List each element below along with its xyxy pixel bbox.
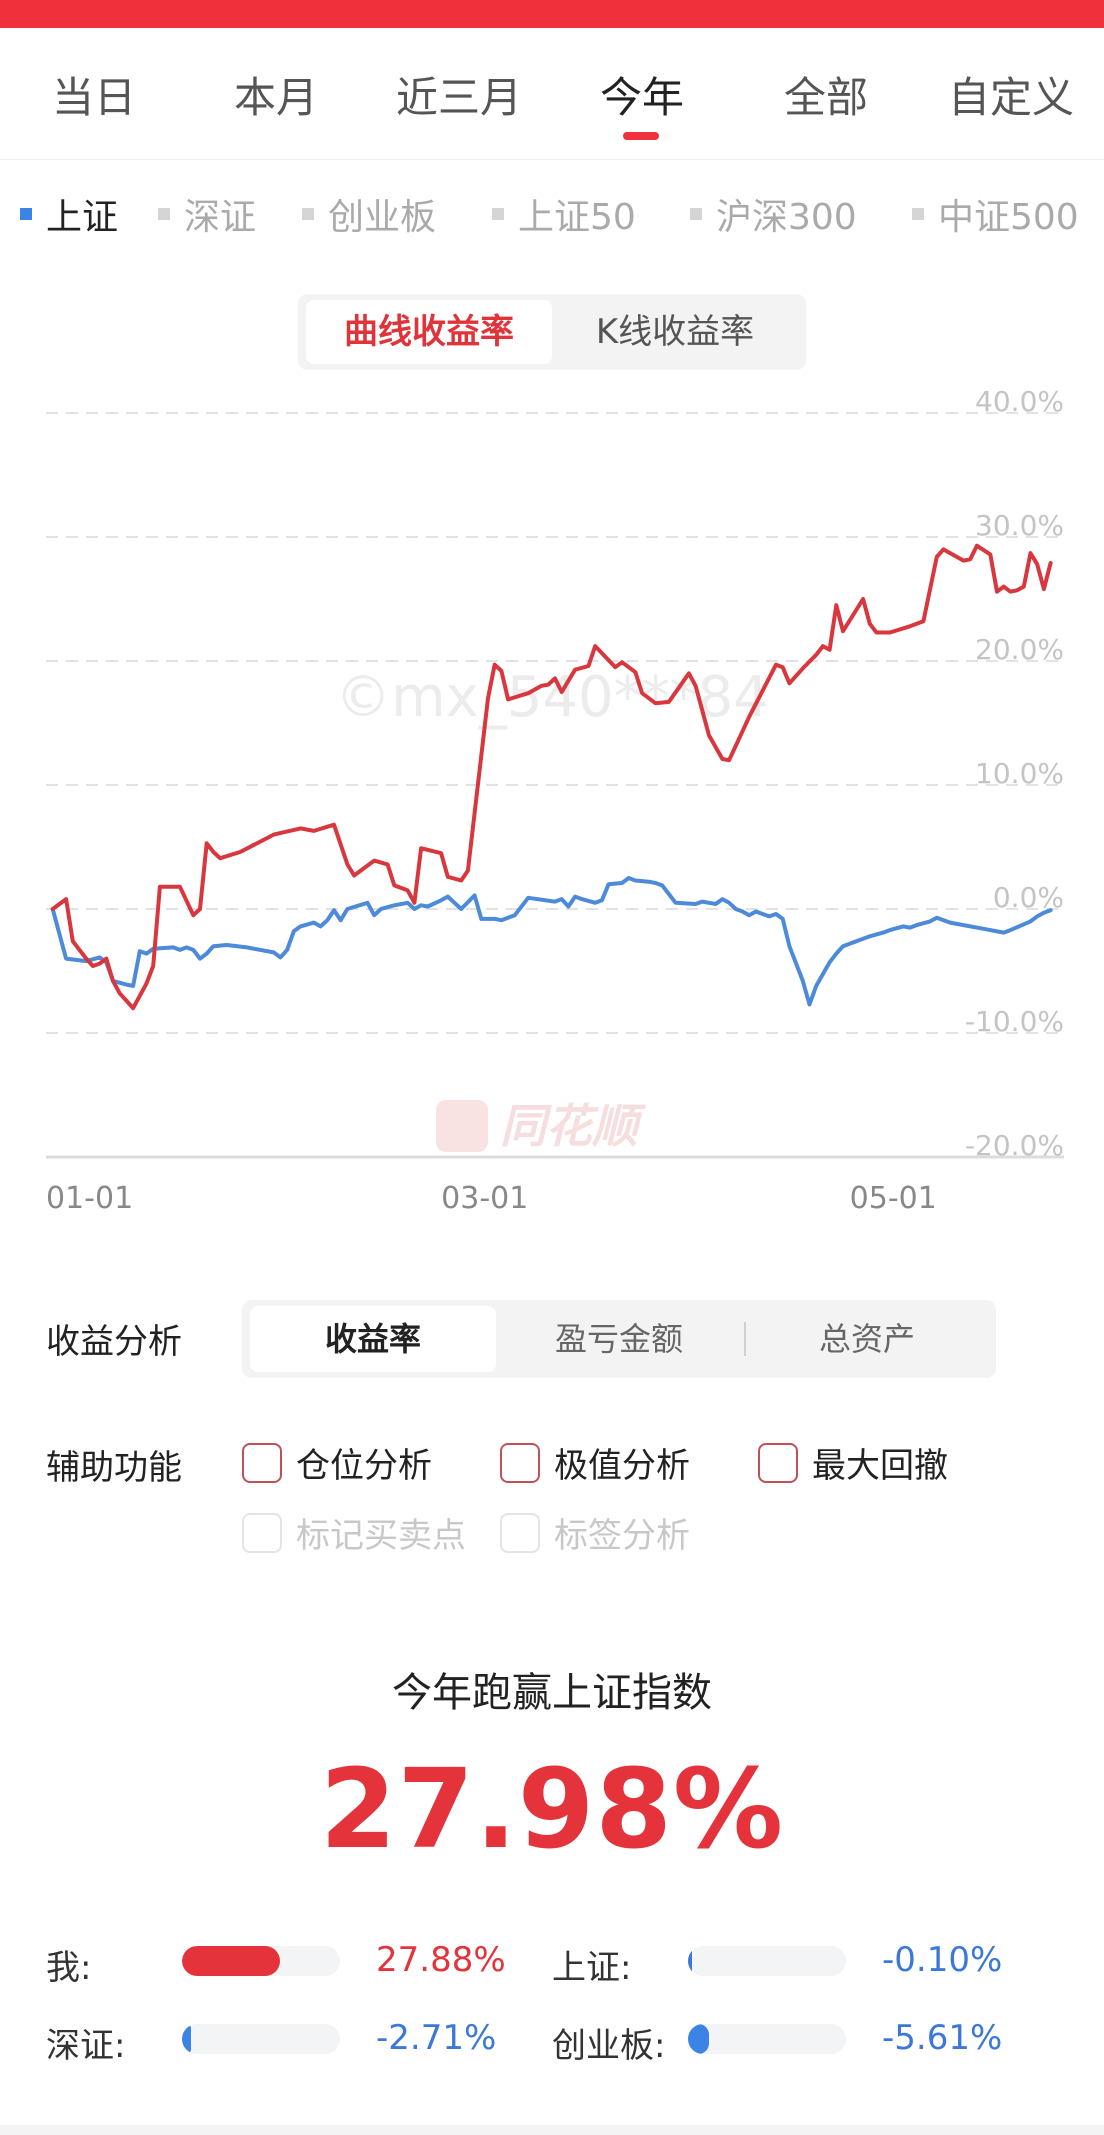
- index-sse[interactable]: 上证: [20, 190, 118, 238]
- index-csi500[interactable]: 中证500: [912, 190, 1079, 238]
- kline-return-option[interactable]: K线收益率: [595, 312, 755, 352]
- checkbox-label: 标记买卖点: [296, 1516, 466, 1556]
- comparison-value: -5.61%: [882, 2018, 1003, 2058]
- index-szse[interactable]: 深证: [158, 190, 256, 238]
- comparison-bar: [688, 1946, 846, 1976]
- y-tick-label: 10.0%: [975, 757, 1064, 790]
- x-tick-label: 03-01: [441, 1181, 528, 1216]
- comparison-bar: [182, 1946, 340, 1976]
- curve-return-option[interactable]: 曲线收益率: [306, 300, 552, 364]
- tab-this-year[interactable]: 今年: [600, 73, 685, 122]
- y-tick-label: 40.0%: [975, 385, 1064, 418]
- comparison-label: 上证:: [552, 1948, 632, 1988]
- index-selector: 上证 深证 创业板 上证50 沪深300 中证500: [0, 190, 1104, 238]
- comparison-mine: 我: 27.88%: [46, 1940, 506, 1988]
- chart-type-toggle: 曲线收益率 K线收益率: [298, 294, 806, 370]
- comparison-bar-fill: [688, 2024, 709, 2054]
- index-label: 深证: [184, 197, 257, 238]
- auxiliary-functions-label: 辅助功能: [46, 1448, 182, 1488]
- extreme-value-checkbox[interactable]: 极值分析: [500, 1438, 690, 1487]
- return-analysis-row: 收益分析 收益率 盈亏金额 总资产: [0, 1300, 1104, 1380]
- checkbox-label: 极值分析: [554, 1446, 690, 1486]
- my-return-line: [50, 543, 1053, 1011]
- comparison-label: 深证:: [46, 2026, 126, 2066]
- comparison-value: 27.88%: [376, 1940, 506, 1980]
- tab-all[interactable]: 全部: [784, 73, 869, 122]
- y-tick-label: 0.0%: [993, 881, 1064, 914]
- tab-custom[interactable]: 自定义: [948, 73, 1075, 122]
- comparison-bar-fill: [688, 1946, 692, 1976]
- active-tab-indicator: [623, 132, 659, 140]
- index-chinext[interactable]: 创业板: [302, 190, 436, 238]
- tab-last-three-months[interactable]: 近三月: [396, 73, 523, 122]
- profit-loss-option[interactable]: 盈亏金额: [554, 1320, 683, 1358]
- series-marker-icon: [690, 208, 702, 220]
- checkbox-label: 仓位分析: [296, 1446, 432, 1486]
- comparison-sse: 上证: -0.10%: [552, 1940, 1012, 1988]
- index-label: 沪深300: [716, 197, 857, 238]
- y-tick-label: 30.0%: [975, 509, 1064, 542]
- comparison-label: 我:: [46, 1948, 92, 1988]
- max-drawdown-checkbox[interactable]: 最大回撤: [758, 1438, 948, 1487]
- x-tick-label: 05-01: [850, 1181, 937, 1216]
- index-sse50[interactable]: 上证50: [492, 190, 636, 238]
- checkbox-icon: [500, 1512, 540, 1553]
- tab-today[interactable]: 当日: [52, 73, 137, 122]
- return-rate-option[interactable]: 收益率: [250, 1306, 496, 1372]
- index-label: 创业板: [328, 197, 437, 238]
- status-bar: [0, 0, 1104, 28]
- segment-divider: [744, 1322, 746, 1356]
- comparison-szse: 深证: -2.71%: [46, 2018, 506, 2066]
- series-marker-icon: [492, 208, 504, 220]
- comparison-bar: [688, 2024, 846, 2054]
- comparison-value: -2.71%: [376, 2018, 497, 2058]
- tag-analysis-checkbox[interactable]: 标签分析: [500, 1508, 690, 1557]
- summary-outperformance-value: 27.98%: [319, 1745, 785, 1873]
- index-label: 上证50: [518, 197, 636, 238]
- x-tick-label: 01-01: [46, 1181, 133, 1216]
- bottom-divider: [0, 2125, 1104, 2135]
- y-tick-label: 20.0%: [975, 633, 1064, 666]
- comparison-bar-fill: [182, 2024, 191, 2054]
- index-csi300[interactable]: 沪深300: [690, 190, 857, 238]
- checkbox-label: 最大回撤: [812, 1446, 948, 1486]
- brand-watermark: 同花顺: [500, 1099, 647, 1153]
- mark-trades-checkbox[interactable]: 标记买卖点: [242, 1508, 466, 1557]
- checkbox-icon: [758, 1442, 798, 1483]
- analysis-segmented-control: 收益率 盈亏金额 总资产: [242, 1300, 996, 1378]
- total-assets-option[interactable]: 总资产: [818, 1320, 915, 1358]
- tab-this-month[interactable]: 本月: [234, 73, 319, 122]
- checkbox-icon: [242, 1442, 282, 1483]
- series-marker-icon: [158, 208, 170, 220]
- period-tabs: 当日 本月 近三月 今年 全部 自定义: [0, 28, 1104, 160]
- checkbox-label: 标签分析: [554, 1516, 690, 1556]
- checkbox-icon: [500, 1442, 540, 1483]
- comparison-value: -0.10%: [882, 1940, 1003, 1980]
- y-tick-label: -10.0%: [965, 1005, 1064, 1038]
- series-marker-icon: [20, 208, 32, 220]
- return-analysis-label: 收益分析: [46, 1322, 182, 1362]
- series-marker-icon: [912, 208, 924, 220]
- checkbox-icon: [242, 1512, 282, 1553]
- return-chart[interactable]: 40.0% 30.0% 20.0% 10.0% 0.0% -10.0% -20.0% ©mx…: [0, 370, 1104, 1230]
- account-watermark: ©mx_540***84: [335, 665, 769, 730]
- auxiliary-functions: 辅助功能 仓位分析 极值分析 最大回撤 标记买卖点 标签分析: [0, 1438, 1104, 1578]
- comparison-bar-fill: [182, 1946, 280, 1976]
- series-marker-icon: [302, 208, 314, 220]
- comparison-bar: [182, 2024, 340, 2054]
- y-tick-label: -20.0%: [965, 1129, 1064, 1162]
- index-return-line: [50, 876, 1053, 1007]
- comparison-chinext: 创业板: -5.61%: [552, 2018, 1012, 2066]
- position-analysis-checkbox[interactable]: 仓位分析: [242, 1438, 432, 1487]
- brand-logo-icon: [436, 1100, 488, 1152]
- index-label: 中证500: [938, 197, 1079, 238]
- summary-title: 今年跑赢上证指数: [392, 1670, 712, 1716]
- index-label: 上证: [46, 197, 119, 238]
- comparison-label: 创业板:: [552, 2026, 666, 2066]
